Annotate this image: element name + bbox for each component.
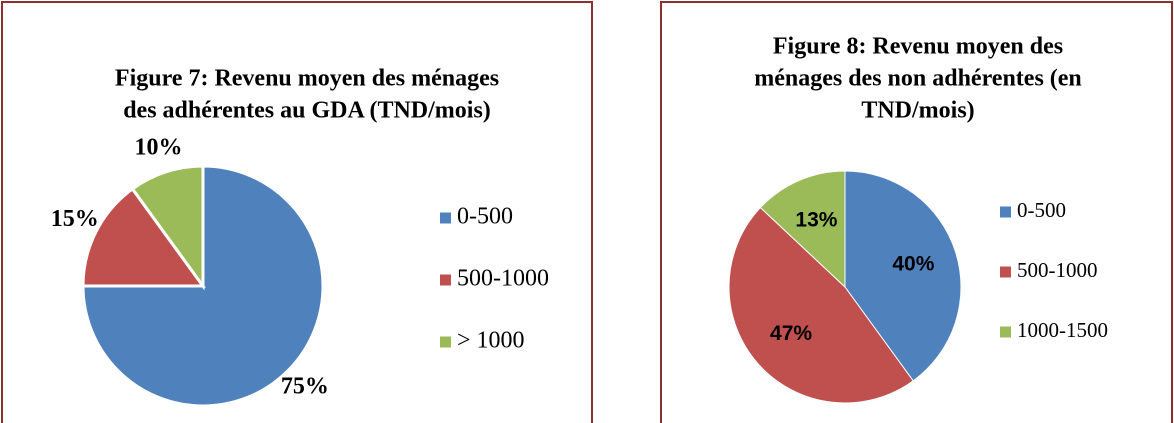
chart-title: Figure 8: Revenu moyen des: [773, 34, 1063, 60]
data-label: 10%: [135, 135, 183, 161]
legend-swatch: [440, 336, 451, 348]
data-label: 75%: [281, 373, 329, 399]
chart-title: TND/mois): [861, 98, 974, 124]
pie-slice: [844, 170, 962, 382]
pie-slice: [81, 186, 206, 288]
legend-label: 1000-1500: [1017, 318, 1108, 342]
legend-label: 500-1000: [457, 266, 549, 292]
legend-label: 500-1000: [1017, 258, 1098, 282]
legend-label: > 1000: [457, 328, 525, 354]
legend-swatch: [1000, 266, 1011, 278]
legend-swatch: [1000, 206, 1011, 218]
pie-slice: [130, 164, 205, 291]
data-label: 15%: [51, 206, 99, 232]
pie-slice: [81, 164, 325, 408]
legend-swatch: [440, 212, 451, 224]
chart-title: Figure 7: Revenu moyen des ménages: [115, 66, 499, 92]
data-label: 40%: [892, 252, 934, 275]
data-label: 47%: [770, 322, 812, 345]
pie-slice: [759, 170, 846, 289]
chart-title: ménages des non adhérentes (en: [754, 66, 1082, 92]
legend-swatch: [440, 274, 451, 286]
data-label: 13%: [795, 209, 837, 232]
legend-label: 0-500: [1017, 198, 1066, 222]
legend-label: 0-500: [457, 204, 513, 230]
pie-slice: [728, 206, 914, 404]
chart-title: des adhérentes au GDA (TND/mois): [123, 98, 491, 124]
legend-swatch: [1000, 326, 1011, 338]
